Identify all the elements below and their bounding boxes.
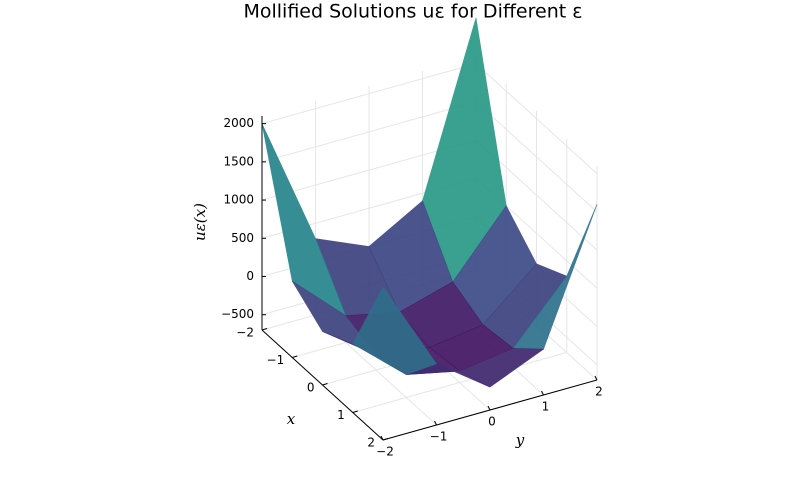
grid-line [352,352,567,413]
x-tick-label: 2 [367,436,375,450]
tick-mark [382,438,389,441]
tick-mark [352,410,358,413]
x-axis-label: x [287,410,296,428]
y-tick-label: 0 [488,415,496,429]
z-tick-label: 0 [246,269,254,283]
y-tick-label: −1 [430,430,448,444]
x-tick-label: 0 [307,381,315,395]
z-axis-label: uε(x) [191,203,209,241]
z-tick-label: 500 [231,231,254,245]
y-tick-label: 2 [595,385,603,399]
chart-title: Mollified Solutions uε for Different ε [243,1,582,23]
tick-mark [541,390,544,396]
y-tick-label: −2 [376,445,394,459]
x-tick-label: −1 [267,353,285,367]
z-tick-label: −500 [221,307,254,321]
tick-mark [292,355,298,358]
y-tick-label: 1 [542,400,550,414]
z-tick-label: 2000 [223,116,254,130]
tick-mark [322,383,328,386]
y-axis-label: y [515,431,525,449]
x-tick-label: −2 [236,326,254,340]
tick-mark [487,405,491,411]
z-tick-label: 1000 [223,193,254,207]
tick-mark [380,435,384,441]
z-tick-label: 1500 [223,154,254,168]
x-tick-label: 1 [337,408,345,422]
tick-mark [434,420,437,426]
surface-patch [352,286,437,375]
tick-mark [594,375,598,381]
tick-mark [261,328,268,331]
surface-patch [261,123,347,317]
